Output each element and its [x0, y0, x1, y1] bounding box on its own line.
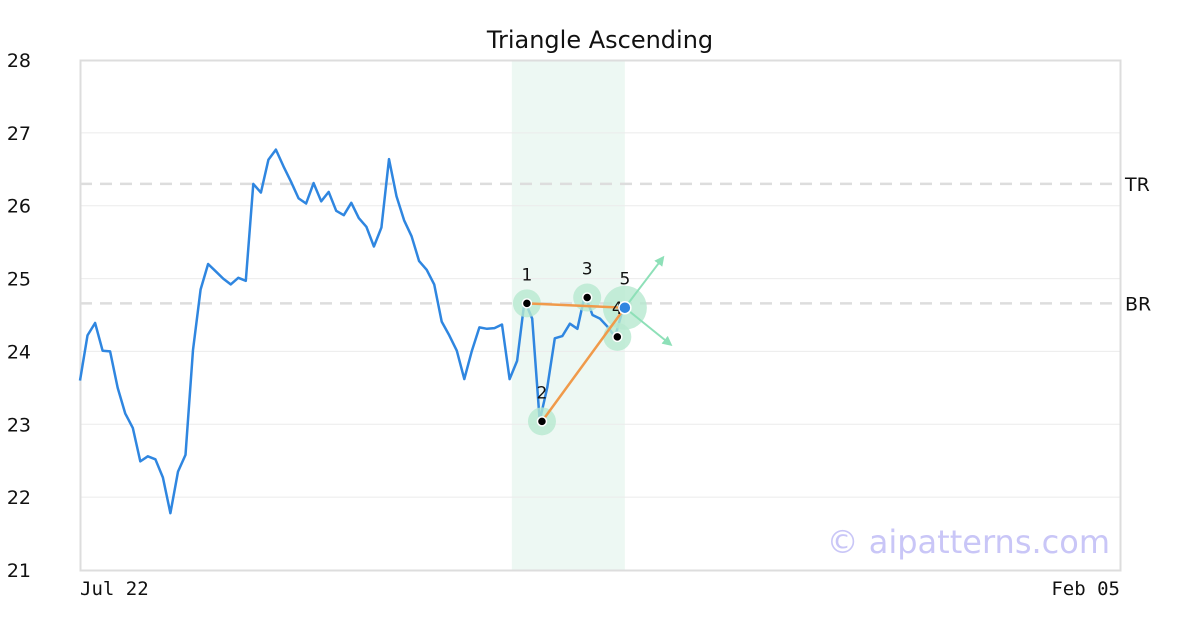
y-tick-label: 23: [7, 414, 31, 436]
pattern-overlay: 1 2 34 5: [512, 255, 673, 436]
pattern-point: [618, 300, 632, 315]
pattern-point: [521, 298, 533, 309]
y-axis-ticks: 21 22 23 24 25 26 27 28: [7, 50, 31, 582]
pattern-point-label: 3: [582, 260, 593, 280]
chart-title: Triangle Ascending: [486, 26, 713, 54]
pattern-point-label: 1: [521, 265, 532, 285]
watermark: © aipatterns.com: [827, 523, 1110, 561]
price-series: [78, 148, 631, 515]
breakout-arrow: [624, 255, 665, 309]
plot-frame: [79, 59, 1122, 572]
y-tick-label: 28: [7, 50, 31, 72]
reference-line-label: BR: [1125, 293, 1151, 315]
y-tick-label: 21: [7, 560, 31, 582]
x-axis-ticks: Jul 22 Feb 05: [80, 578, 1120, 600]
y-tick-label: 25: [7, 269, 31, 291]
x-tick-label: Jul 22: [80, 578, 149, 600]
price-line: [78, 148, 631, 515]
x-tick-label: Feb 05: [1051, 578, 1120, 600]
reference-line-label: TR: [1124, 174, 1150, 196]
gridlines: [80, 132, 1120, 498]
breakout-arrow: [624, 306, 673, 347]
pattern-point: [581, 292, 593, 303]
pattern-point-label: 2: [537, 383, 548, 403]
pattern-point-label: 4: [612, 299, 623, 319]
y-tick-label: 24: [7, 341, 31, 363]
pattern-line: [526, 302, 625, 309]
reference-lines: TR BR: [80, 174, 1151, 315]
pattern-line: [540, 306, 626, 423]
y-tick-label: 26: [7, 196, 31, 218]
pattern-point: [536, 416, 548, 427]
y-tick-label: 22: [7, 487, 31, 509]
pattern-point: [612, 331, 623, 343]
y-tick-label: 27: [7, 123, 31, 145]
pattern-point-label: 5: [619, 270, 630, 290]
